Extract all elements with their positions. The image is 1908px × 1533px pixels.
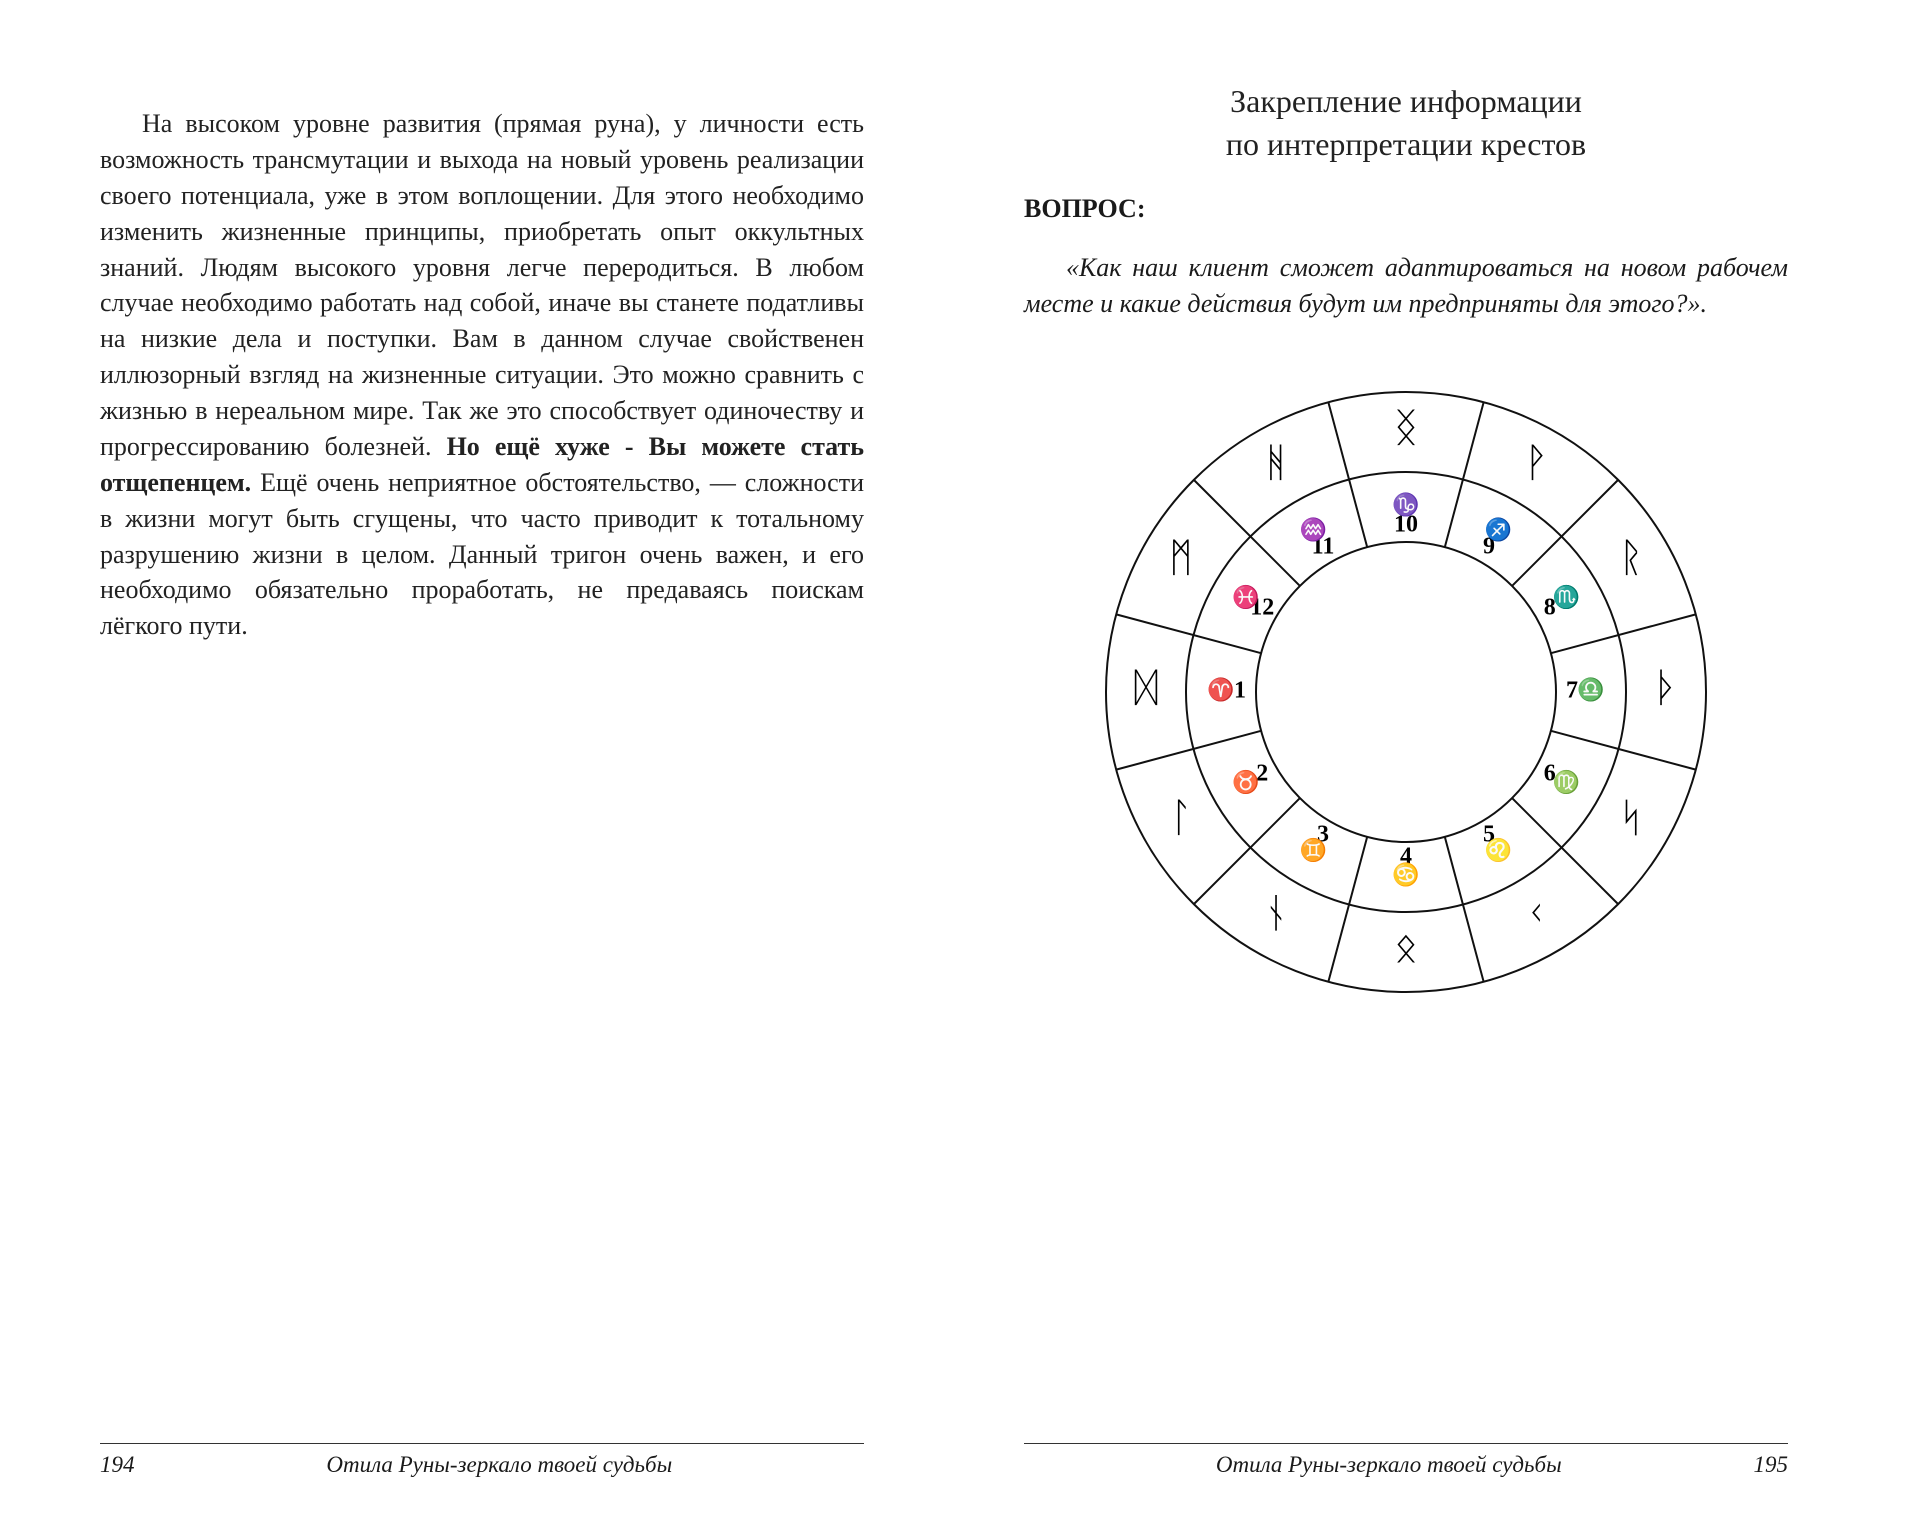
svg-text:ᛟ: ᛟ xyxy=(1394,925,1418,970)
svg-text:ᛋ: ᛋ xyxy=(1619,795,1643,840)
footer-title-right: Отила Руны-зеркало твоей судьбы xyxy=(1024,1452,1754,1478)
svg-text:ᚦ: ᚦ xyxy=(1654,665,1678,710)
page-number-left: 194 xyxy=(100,1452,135,1478)
page-right: Закрепление информации по интерпретации … xyxy=(954,0,1908,1533)
svg-text:♍: ♍ xyxy=(1553,770,1580,795)
svg-text:ᛗ: ᛗ xyxy=(1169,535,1193,580)
svg-text:ᛚ: ᛚ xyxy=(1169,795,1193,840)
svg-text:♏: ♏ xyxy=(1553,585,1580,610)
section-title: Закрепление информации по интерпретации … xyxy=(1024,80,1788,166)
svg-text:♉: ♉ xyxy=(1232,770,1259,795)
book-spread: На высоком уровне развития (прямая руна)… xyxy=(0,0,1908,1533)
astro-wheel-container: 1♈ᛞ2♉ᛚ3♊ᚾ4♋ᛟ5♌ᚲ6♍ᛋ7♎ᚦ8♏ᚱ9♐ᚹ10♑ᛝ11♒ᚻ12♓ᛗ xyxy=(1024,382,1788,1002)
svg-text:ᚻ: ᚻ xyxy=(1264,440,1288,485)
svg-text:1: 1 xyxy=(1234,678,1246,704)
svg-text:♌: ♌ xyxy=(1485,837,1512,862)
question-label: ВОПРОС: xyxy=(1024,194,1788,224)
svg-text:ᚱ: ᚱ xyxy=(1619,535,1643,580)
svg-text:7: 7 xyxy=(1566,678,1578,704)
svg-text:ᛝ: ᛝ xyxy=(1394,405,1418,450)
svg-text:♑: ♑ xyxy=(1392,492,1419,517)
svg-text:♊: ♊ xyxy=(1300,837,1327,862)
svg-text:ᚲ: ᚲ xyxy=(1524,890,1548,935)
svg-text:♋: ♋ xyxy=(1392,862,1419,887)
svg-text:♒: ♒ xyxy=(1300,517,1327,542)
svg-text:♓: ♓ xyxy=(1232,585,1259,610)
astro-wheel: 1♈ᛞ2♉ᛚ3♊ᚾ4♋ᛟ5♌ᚲ6♍ᛋ7♎ᚦ8♏ᚱ9♐ᚹ10♑ᛝ11♒ᚻ12♓ᛗ xyxy=(1096,382,1716,1002)
page-footer-left: 194 Отила Руны-зеркало твоей судьбы xyxy=(100,1443,864,1478)
svg-text:ᚹ: ᚹ xyxy=(1524,440,1548,485)
body-paragraph: На высоком уровне развития (прямая руна)… xyxy=(100,106,864,644)
footer-title-left: Отила Руны-зеркало твоей судьбы xyxy=(135,1452,865,1478)
question-text: «Как наш клиент сможет адаптироваться на… xyxy=(1024,250,1788,322)
svg-text:ᛞ: ᛞ xyxy=(1134,665,1158,710)
page-footer-right: Отила Руны-зеркало твоей судьбы 195 xyxy=(1024,1443,1788,1478)
svg-text:♎: ♎ xyxy=(1577,677,1604,702)
svg-text:♐: ♐ xyxy=(1485,517,1512,542)
svg-text:♈: ♈ xyxy=(1207,677,1234,702)
page-left: На высоком уровне развития (прямая руна)… xyxy=(0,0,954,1533)
section-title-line2: по интерпретации крестов xyxy=(1226,126,1586,162)
section-title-line1: Закрепление информации xyxy=(1230,83,1582,119)
page-number-right: 195 xyxy=(1754,1452,1789,1478)
svg-text:ᚾ: ᚾ xyxy=(1264,890,1288,935)
